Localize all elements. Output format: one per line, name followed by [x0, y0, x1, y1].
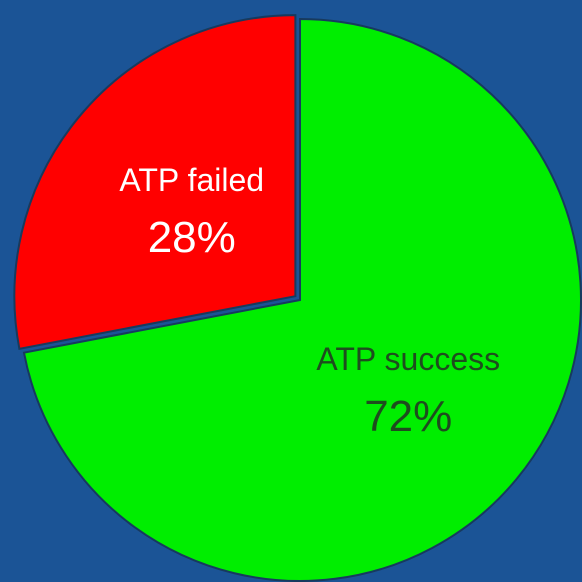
slice-value: 72% [364, 392, 452, 441]
slice-label: ATP success [316, 341, 500, 377]
slice-label: ATP failed [119, 162, 264, 198]
pie-slice [13, 14, 297, 350]
pie-slice [22, 17, 582, 582]
slice-value: 28% [148, 213, 236, 262]
